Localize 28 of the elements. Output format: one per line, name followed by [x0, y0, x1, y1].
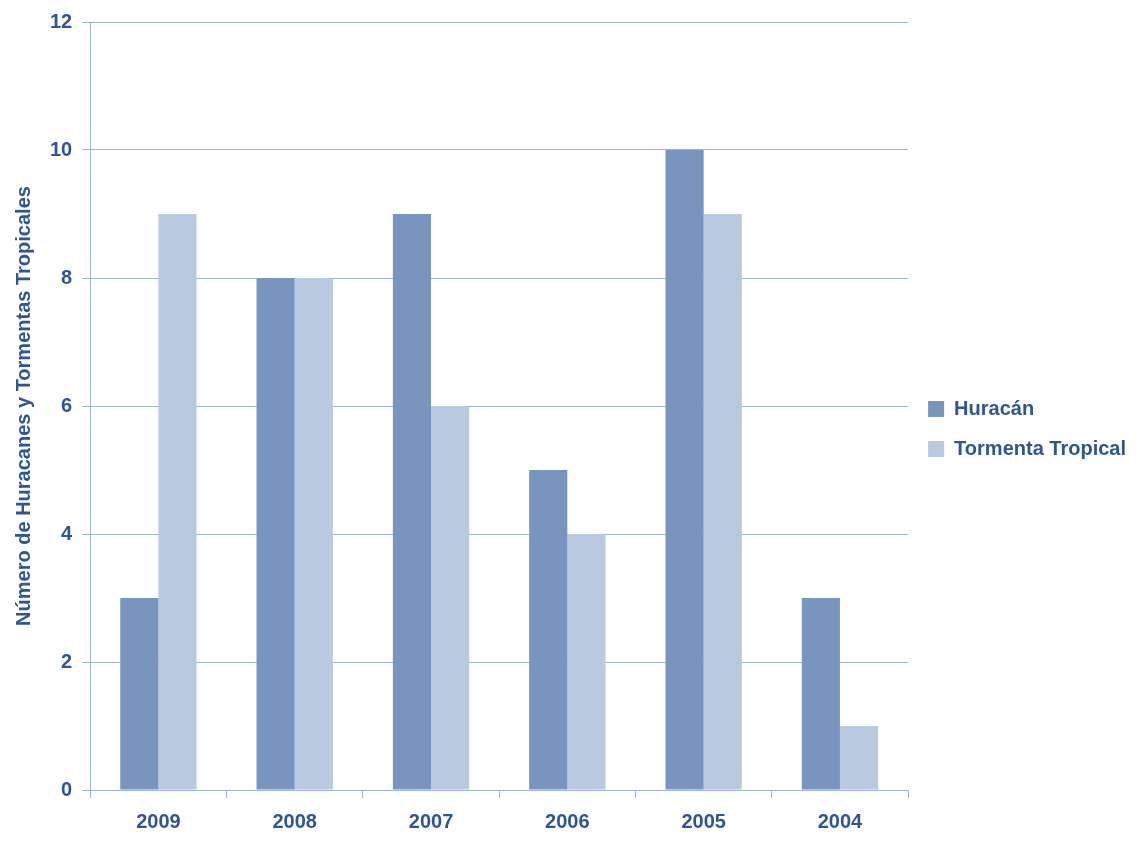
x-tick-label: 2004	[817, 809, 864, 832]
bar	[665, 150, 704, 790]
bar	[529, 470, 568, 790]
bar	[158, 214, 197, 790]
y-tick-label: 12	[50, 9, 73, 32]
x-tick-label: 2007	[408, 809, 454, 832]
y-axis-title: Número de Huracanes y Tormentas Tropicales	[11, 186, 34, 626]
y-tick-label: 2	[61, 649, 73, 672]
y-tick-label: 6	[61, 393, 73, 416]
bar	[392, 214, 432, 790]
x-tick-label: 2006	[545, 809, 590, 832]
x-tick-label: 2008	[272, 809, 317, 832]
x-tick-label: 2005	[681, 809, 726, 832]
bar	[801, 598, 840, 790]
bar	[567, 534, 606, 790]
bar	[839, 726, 879, 790]
y-tick-label: 8	[61, 265, 73, 288]
x-tick-label: 2009	[136, 809, 181, 832]
y-tick-label: 4	[61, 521, 74, 544]
bar	[256, 278, 295, 790]
bar	[703, 214, 742, 790]
legend-label: Huracán	[954, 396, 1035, 419]
bar	[120, 598, 159, 790]
legend-label: Tormenta Tropical	[954, 436, 1127, 459]
y-tick-label: 0	[61, 777, 73, 800]
y-tick-label: 10	[50, 137, 73, 160]
bar	[294, 278, 333, 790]
bar	[431, 406, 470, 790]
